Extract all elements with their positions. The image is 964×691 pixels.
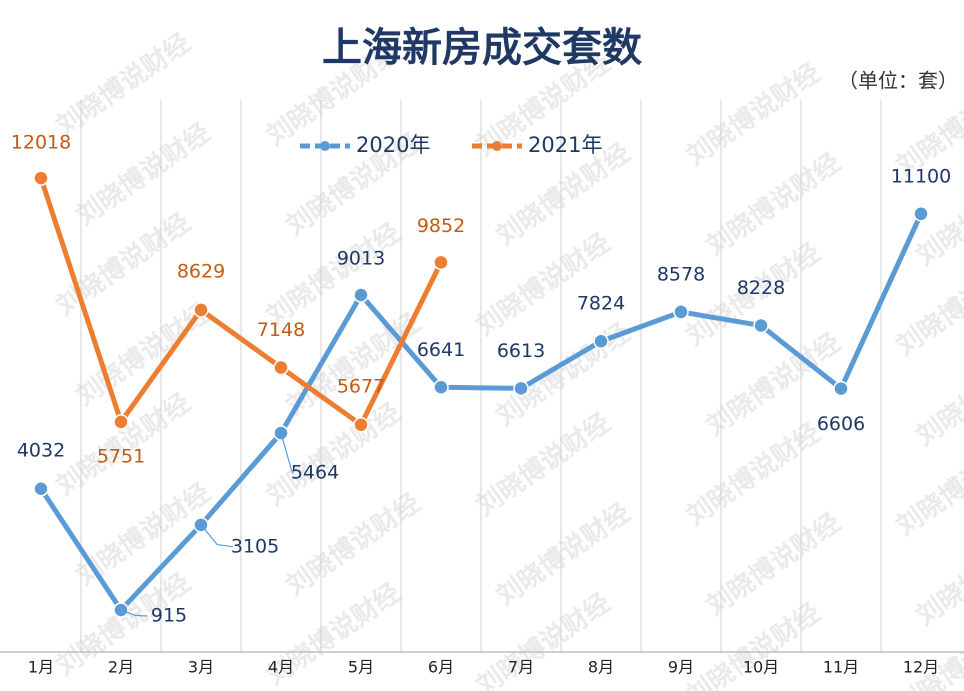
data-label: 9852 — [417, 215, 465, 237]
data-point — [833, 380, 849, 397]
data-point — [33, 481, 49, 497]
unit-label: （单位：套） — [838, 69, 958, 93]
x-tick-label: 9月 — [668, 658, 694, 677]
data-point — [593, 333, 609, 349]
x-tick-label: 6月 — [428, 658, 454, 677]
x-tick-label: 10月 — [743, 658, 779, 677]
watermark: 刘晓博说财经 — [701, 147, 847, 262]
x-tick-label: 12月 — [903, 658, 939, 677]
legend-marker — [492, 141, 502, 151]
watermark: 刘晓博说财经 — [701, 507, 847, 622]
data-label: 7148 — [257, 319, 305, 341]
data-point — [433, 379, 449, 396]
legend-marker — [320, 141, 330, 151]
series-line — [38, 212, 924, 613]
chart-title: 上海新房成交套数 — [322, 25, 642, 71]
watermark: 刘晓博说财经 — [51, 27, 197, 142]
data-point — [113, 414, 129, 430]
data-label: 5677 — [337, 375, 385, 397]
data-label: 3105 — [231, 535, 279, 557]
data-label: 4032 — [17, 439, 65, 461]
data-label: 6641 — [417, 339, 465, 361]
watermark: 刘晓博说财经 — [51, 207, 197, 322]
data-point — [513, 380, 529, 397]
data-point — [433, 254, 449, 271]
watermark: 刘晓博说财经 — [71, 117, 217, 232]
data-label: 5464 — [291, 462, 339, 484]
grid-layer — [0, 100, 964, 653]
series-line — [38, 177, 444, 428]
data-label: 8578 — [657, 263, 705, 285]
data-label: 8228 — [737, 277, 785, 299]
data-label: 12018 — [11, 132, 71, 154]
data-label: 915 — [151, 605, 187, 627]
x-tick-label: 8月 — [588, 658, 614, 677]
watermark: 刘晓博说财经 — [491, 497, 637, 612]
watermark: 刘晓博说财经 — [681, 57, 827, 172]
watermark: 刘晓博说财经 — [681, 417, 827, 532]
data-point — [353, 417, 369, 433]
watermark: 刘晓博说财经 — [681, 597, 827, 691]
data-label: 7824 — [577, 293, 625, 315]
watermark: 刘晓博说财经 — [471, 407, 617, 522]
data-label: 8629 — [177, 260, 225, 282]
x-tick-label: 11月 — [823, 658, 859, 677]
watermark: 刘晓博说财经 — [261, 397, 407, 512]
watermark: 刘晓博说财经 — [471, 227, 617, 342]
data-label: 9013 — [337, 247, 385, 269]
x-tick-label: 4月 — [268, 658, 294, 677]
data-point — [33, 170, 49, 186]
watermark: 刘晓博说财经 — [261, 217, 407, 332]
x-tick-label: 7月 — [508, 658, 534, 677]
data-point — [913, 206, 929, 222]
data-point — [753, 317, 769, 334]
x-tick-label: 5月 — [348, 658, 374, 677]
x-tick-label: 2月 — [108, 658, 134, 677]
data-point — [193, 302, 209, 318]
legend-label: 2021年 — [528, 133, 602, 157]
data-point — [273, 359, 289, 376]
data-label: 6613 — [497, 340, 545, 362]
legend-label: 2020年 — [356, 133, 430, 157]
data-label: 5751 — [97, 445, 145, 467]
data-point — [673, 304, 689, 320]
data-point — [353, 287, 369, 303]
label-leader — [200, 524, 234, 548]
data-label: 11100 — [891, 165, 951, 187]
label-leader — [120, 609, 148, 617]
watermark: 刘晓博说财经 — [281, 487, 427, 602]
x-tick-label: 3月 — [188, 658, 214, 677]
x-tick-label: 1月 — [28, 658, 54, 677]
label-leader — [280, 432, 294, 474]
data-label: 6606 — [817, 413, 865, 435]
